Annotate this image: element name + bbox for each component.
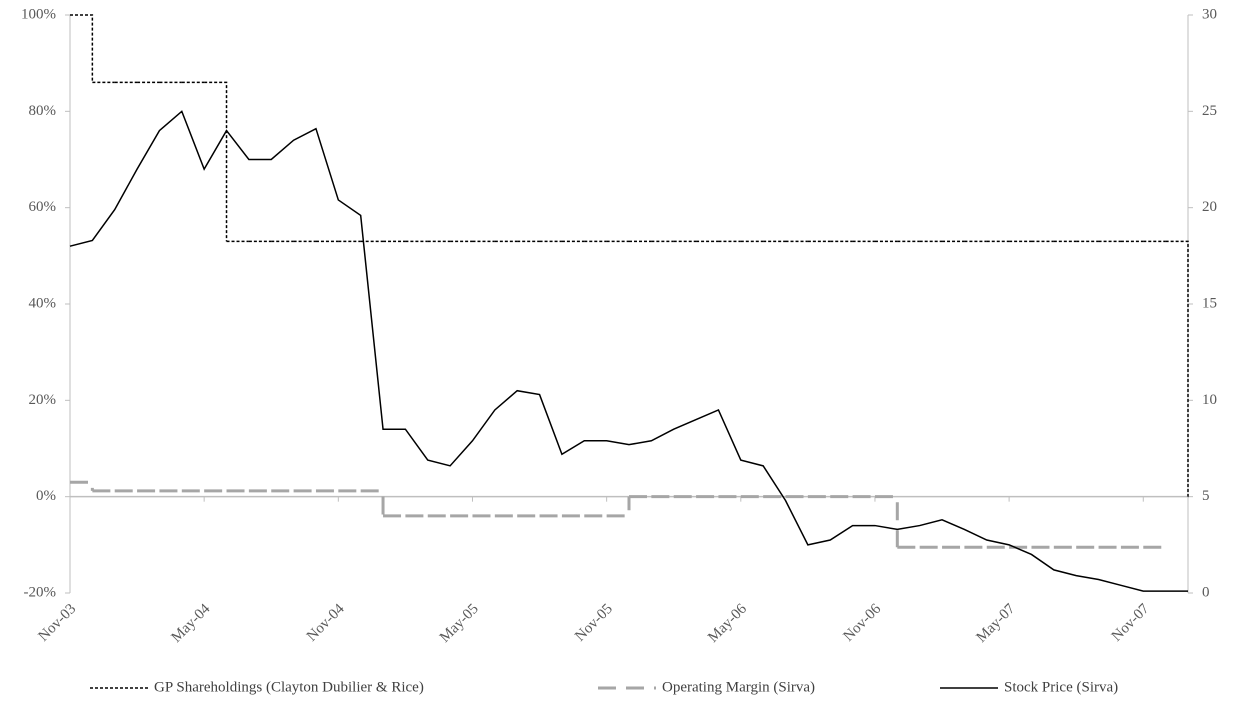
- x-tick-label: May-06: [705, 601, 750, 646]
- y2-tick-label: 30: [1202, 6, 1217, 22]
- step-segment: [70, 14, 94, 83]
- y2-tick-label: 15: [1202, 295, 1217, 311]
- y2-tick-label: 10: [1202, 392, 1217, 408]
- step-segment: [204, 81, 228, 242]
- step-segment: [874, 495, 899, 548]
- step-segment: [360, 489, 385, 516]
- x-tick-label: Nov-04: [304, 601, 348, 645]
- y-tick-label: 20%: [29, 392, 57, 408]
- y2-tick-label: 25: [1202, 103, 1217, 119]
- x-tick-label: May-04: [169, 601, 214, 646]
- y2-tick-label: 0: [1202, 584, 1210, 600]
- y-tick-label: 0%: [36, 488, 56, 504]
- legend: GP Shareholdings (Clayton Dubilier & Ric…: [90, 679, 1118, 695]
- legend-label: Stock Price (Sirva): [1004, 679, 1118, 695]
- x-tick-label: May-07: [973, 601, 1018, 646]
- x-tick-label: Nov-06: [841, 601, 885, 645]
- y2-tick-label: 5: [1202, 488, 1210, 504]
- y-tick-label: -20%: [24, 584, 57, 600]
- x-tick-label: May-05: [437, 601, 482, 646]
- y2-tick-label: 20: [1202, 199, 1217, 215]
- step-segment: [1165, 240, 1189, 497]
- x-tick-label: Nov-07: [1109, 601, 1153, 645]
- x-tick-label: Nov-05: [572, 601, 616, 645]
- line: [69, 110, 1188, 592]
- y-tick-label: 60%: [29, 199, 57, 215]
- x-tick-label: Nov-03: [36, 601, 80, 645]
- legend-label: GP Shareholdings (Clayton Dubilier & Ric…: [154, 679, 424, 695]
- y-tick-label: 100%: [21, 6, 56, 22]
- legend-label: Operating Margin (Sirva): [662, 679, 815, 695]
- step-segment: [70, 480, 94, 491]
- y-tick-label: 80%: [29, 103, 57, 119]
- step-segment: [606, 496, 631, 518]
- y-tick-label: 40%: [29, 295, 57, 311]
